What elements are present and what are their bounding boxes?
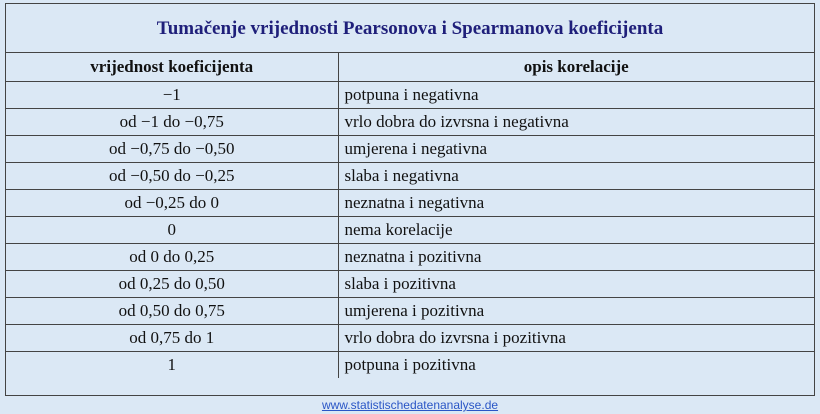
correlation-description-cell: slaba i negativna bbox=[338, 162, 814, 190]
coefficient-value-cell: od 0 do 0,25 bbox=[6, 243, 339, 271]
coefficient-value-cell: od −0,50 do −0,25 bbox=[6, 162, 339, 190]
column-header-description: opis korelacije bbox=[338, 53, 814, 82]
coefficient-value-cell: 1 bbox=[6, 351, 339, 378]
correlation-description-cell: vrlo dobra do izvrsna i pozitivna bbox=[338, 324, 814, 352]
coefficient-table-panel: Tumačenje vrijednosti Pearsonova i Spear… bbox=[5, 3, 815, 396]
interpretation-table: vrijednost koeficijenta opis korelacije … bbox=[6, 53, 814, 378]
table-row: od 0,75 do 1 vrlo dobra do izvrsna i pozi… bbox=[6, 324, 814, 352]
coefficient-value-cell: −1 bbox=[6, 81, 339, 109]
table-row: od 0,50 do 0,75 umjerena i pozitivna bbox=[6, 297, 814, 325]
correlation-description-cell: nema korelacije bbox=[338, 216, 814, 244]
correlation-description-cell: neznatna i pozitivna bbox=[338, 243, 814, 271]
coefficient-value-cell: od −1 do −0,75 bbox=[6, 108, 339, 136]
correlation-description-cell: potpuna i pozitivna bbox=[344, 354, 476, 374]
table-title: Tumačenje vrijednosti Pearsonova i Spear… bbox=[6, 4, 814, 53]
table-row: 1 potpuna i pozitivna bbox=[6, 351, 814, 378]
table-row: od −1 do −0,75 vrlo dobra do izvrsna i ne… bbox=[6, 108, 814, 136]
column-header-value: vrijednost koeficijenta bbox=[6, 53, 339, 82]
table-row: od 0 do 0,25 neznatna i pozitivna bbox=[6, 243, 814, 271]
table-row: 0 nema korelacije bbox=[6, 216, 814, 244]
coefficient-value-cell: 0 bbox=[6, 216, 339, 244]
table-row: od 0,25 do 0,50 slaba i pozitivna bbox=[6, 270, 814, 298]
coefficient-value-cell: od 0,25 do 0,50 bbox=[6, 270, 339, 298]
correlation-description-cell: umjerena i pozitivna bbox=[338, 297, 814, 325]
coefficient-value-cell: od −0,75 do −0,50 bbox=[6, 135, 339, 163]
correlation-description-cell: vrlo dobra do izvrsna i negativna bbox=[338, 108, 814, 136]
coefficient-value-cell: od −0,25 do 0 bbox=[6, 189, 339, 217]
table-row: −1 potpuna i negativna bbox=[6, 81, 814, 109]
table-row: od −0,25 do 0 neznatna i negativna bbox=[6, 189, 814, 217]
correlation-description-cell: neznatna i negativna bbox=[338, 189, 814, 217]
table-row: od −0,75 do −0,50 umjerena i negativna bbox=[6, 135, 814, 163]
correlation-description-cell: potpuna i negativna bbox=[338, 81, 814, 109]
coefficient-value-cell: od 0,75 do 1 bbox=[6, 324, 339, 352]
source-link[interactable]: www.statistischedatenanalyse.de bbox=[321, 398, 499, 412]
correlation-description-cell: slaba i pozitivna bbox=[338, 270, 814, 298]
table-header-row: vrijednost koeficijenta opis korelacije bbox=[6, 53, 814, 82]
coefficient-value-cell: od 0,50 do 0,75 bbox=[6, 297, 339, 325]
correlation-description-cell: umjerena i negativna bbox=[338, 135, 814, 163]
table-row: od −0,50 do −0,25 slaba i negativna bbox=[6, 162, 814, 190]
